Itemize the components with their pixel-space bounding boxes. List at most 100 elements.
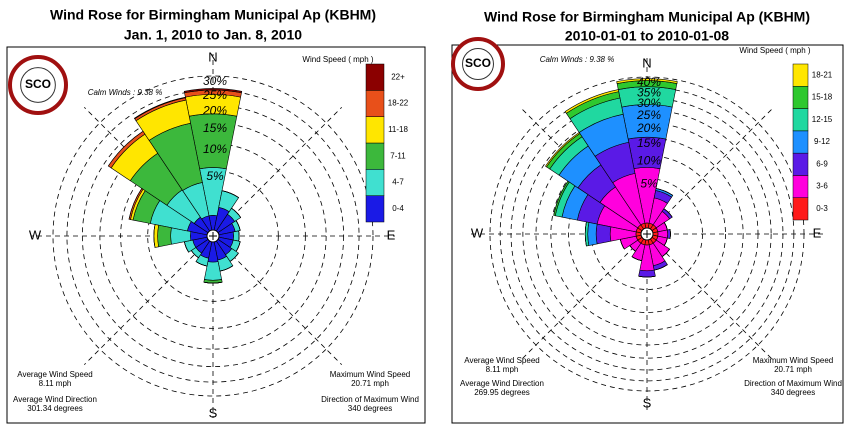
legend-swatch: [365, 169, 385, 196]
legend-label: 9-12: [814, 137, 831, 146]
legend-swatch: [792, 108, 809, 132]
wedge: [157, 224, 172, 248]
stat-label: Average Wind Direction: [13, 395, 97, 404]
calm-note: Calm Winds : 9.38 %: [540, 55, 615, 64]
ring: [499, 86, 795, 382]
legend-swatch: [792, 175, 809, 198]
legend-label: 3-6: [816, 182, 828, 191]
logo-inner: [462, 48, 494, 80]
legend-label: 0-3: [816, 204, 828, 213]
wedge: [219, 265, 234, 272]
stat-value: 340 degrees: [771, 388, 815, 397]
radial-label: 10%: [203, 142, 227, 156]
wedge: [629, 245, 636, 252]
chart-subtitle: 2010-01-01 to 2010-01-08: [565, 28, 729, 44]
legend-label: 15-18: [812, 93, 833, 102]
ring: [522, 109, 772, 359]
radial-label: 20%: [202, 104, 227, 118]
legend-title: Wind Speed ( mph ): [302, 55, 373, 64]
spoke: [84, 235, 214, 365]
direction-label: E: [387, 227, 396, 242]
frame: [451, 44, 844, 424]
stat-label: Average Wind Speed: [17, 370, 92, 379]
legend-label: 11-18: [388, 125, 408, 134]
radial-label: 35%: [637, 85, 661, 99]
ring: [489, 76, 805, 392]
stat-label: Maximum Wind Speed: [753, 356, 833, 365]
stat-label: Direction of Maximum Wind: [744, 379, 842, 388]
legend-label: 18-21: [812, 70, 833, 79]
legend-swatch: [365, 63, 385, 91]
stat-value: 340 degrees: [348, 404, 392, 413]
legend-swatch: [365, 90, 385, 117]
direction-label: N: [642, 55, 651, 70]
stat-value: 20.71 mph: [774, 365, 812, 374]
direction-label: S: [209, 405, 218, 420]
center-cross: [209, 232, 217, 240]
wedge: [195, 261, 208, 267]
stat-value: 8.11 mph: [39, 379, 72, 388]
direction-label: W: [471, 225, 484, 240]
radial-label: 15%: [203, 121, 227, 135]
logo-text: SCO: [25, 77, 51, 91]
wedge: [663, 208, 673, 218]
chart-title: Wind Rose for Birmingham Municipal Ap (K…: [484, 9, 810, 25]
spoke: [646, 233, 774, 361]
center-cross: [643, 230, 651, 238]
wedge: [231, 208, 241, 218]
wedge: [235, 241, 241, 252]
legend-swatch: [792, 197, 809, 221]
wedge: [595, 223, 612, 245]
legend-swatch: [365, 116, 385, 144]
legend-swatch: [792, 86, 809, 109]
logo-text: SCO: [465, 56, 491, 70]
wedge: [232, 230, 240, 242]
radial-label: 5%: [640, 177, 658, 191]
wedge: [545, 132, 581, 168]
direction-label: N: [208, 49, 217, 64]
radial-label: 5%: [206, 169, 224, 183]
legend-swatch: [792, 63, 809, 87]
wedge: [638, 269, 656, 278]
chart-subtitle: Jan. 1, 2010 to Jan. 8, 2010: [124, 27, 302, 43]
wedge: [656, 188, 673, 196]
legend-label: 18-22: [388, 99, 409, 108]
legend-title: Wind Speed ( mph ): [739, 46, 810, 55]
legend-label: 7-11: [390, 151, 406, 160]
calm-note: Calm Winds : 9.38 %: [88, 88, 163, 97]
wedge: [661, 248, 670, 257]
wedge: [616, 78, 678, 84]
legend-swatch: [365, 142, 385, 170]
legend-label: 12-15: [812, 115, 833, 124]
stat-label: Maximum Wind Speed: [330, 370, 410, 379]
logo-inner: [20, 67, 56, 103]
frame: [6, 46, 426, 424]
radial-label: 40%: [637, 75, 661, 89]
radial-label: 10%: [637, 154, 661, 168]
wedge: [238, 230, 240, 242]
wedge: [183, 88, 243, 94]
stat-label: Direction of Maximum Wind: [321, 395, 419, 404]
stat-label: Average Wind Direction: [460, 379, 544, 388]
legend-label: 4-7: [392, 178, 404, 187]
legend-swatch: [792, 130, 809, 154]
spoke: [520, 233, 648, 361]
legend-label: 22+: [391, 72, 405, 81]
wedge: [128, 188, 143, 220]
radial-label: 30%: [637, 96, 661, 110]
legend-label: 0-4: [392, 204, 404, 213]
legend-swatch: [792, 152, 809, 176]
direction-label: W: [29, 227, 42, 242]
wedge: [133, 96, 186, 120]
chart-title: Wind Rose for Birmingham Municipal Ap (K…: [50, 7, 376, 23]
radial-label: 20%: [636, 121, 661, 135]
radial-label: 25%: [636, 108, 661, 122]
stat-value: 20.71 mph: [351, 379, 389, 388]
radial-label: 30%: [203, 74, 227, 88]
direction-label: E: [813, 225, 822, 240]
stat-label: Average Wind Speed: [464, 356, 539, 365]
stat-value: 301.34 degrees: [27, 404, 83, 413]
wedge: [638, 275, 656, 278]
wedge: [664, 222, 668, 231]
